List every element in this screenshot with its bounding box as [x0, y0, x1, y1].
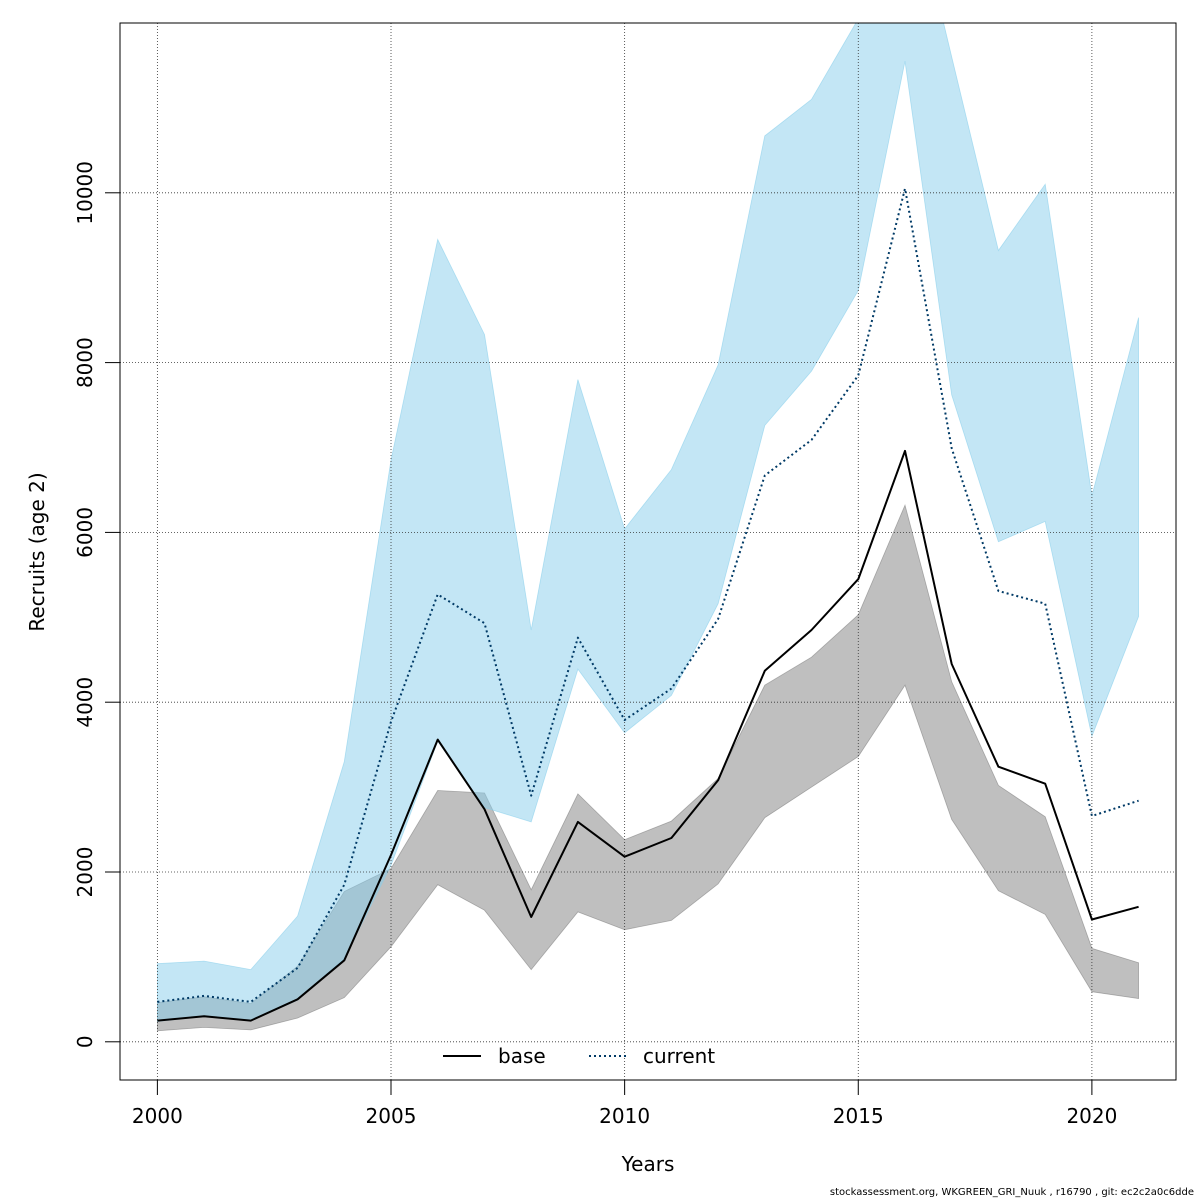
y-tick-label-4000: 4000 [73, 677, 97, 728]
y-axis-title: Recruits (age 2) [25, 472, 49, 631]
x-tick-label-2000: 2000 [132, 1104, 183, 1128]
y-tick-label-0: 0 [73, 1035, 97, 1048]
x-tick-label-2020: 2020 [1066, 1104, 1117, 1128]
x-tick-label-2015: 2015 [833, 1104, 884, 1128]
line-base [157, 449, 1139, 1022]
y-tick-label-6000: 6000 [73, 507, 97, 558]
x-axis: 2000 2005 2010 2015 2020 [132, 1079, 1117, 1128]
y-axis: 0 2000 4000 6000 8000 10000 [73, 161, 121, 1048]
x-tick-label-2010: 2010 [599, 1104, 650, 1128]
y-tick-label-2000: 2000 [73, 847, 97, 898]
legend: base current [443, 1044, 715, 1068]
x-axis-title: Years [621, 1152, 675, 1176]
footer-credit: stockassessment.org, WKGREEN_GRI_Nuuk , … [829, 1187, 1194, 1198]
line-current [157, 187, 1139, 1003]
legend-label-base: base [498, 1044, 546, 1068]
series-lines [157, 187, 1139, 1022]
y-tick-label-10000: 10000 [73, 161, 97, 225]
band-base [156, 503, 1139, 1032]
y-tick-label-8000: 8000 [73, 337, 97, 388]
grid-lines [120, 23, 1176, 1080]
x-tick-label-2005: 2005 [366, 1104, 417, 1128]
legend-label-current: current [643, 1044, 715, 1068]
